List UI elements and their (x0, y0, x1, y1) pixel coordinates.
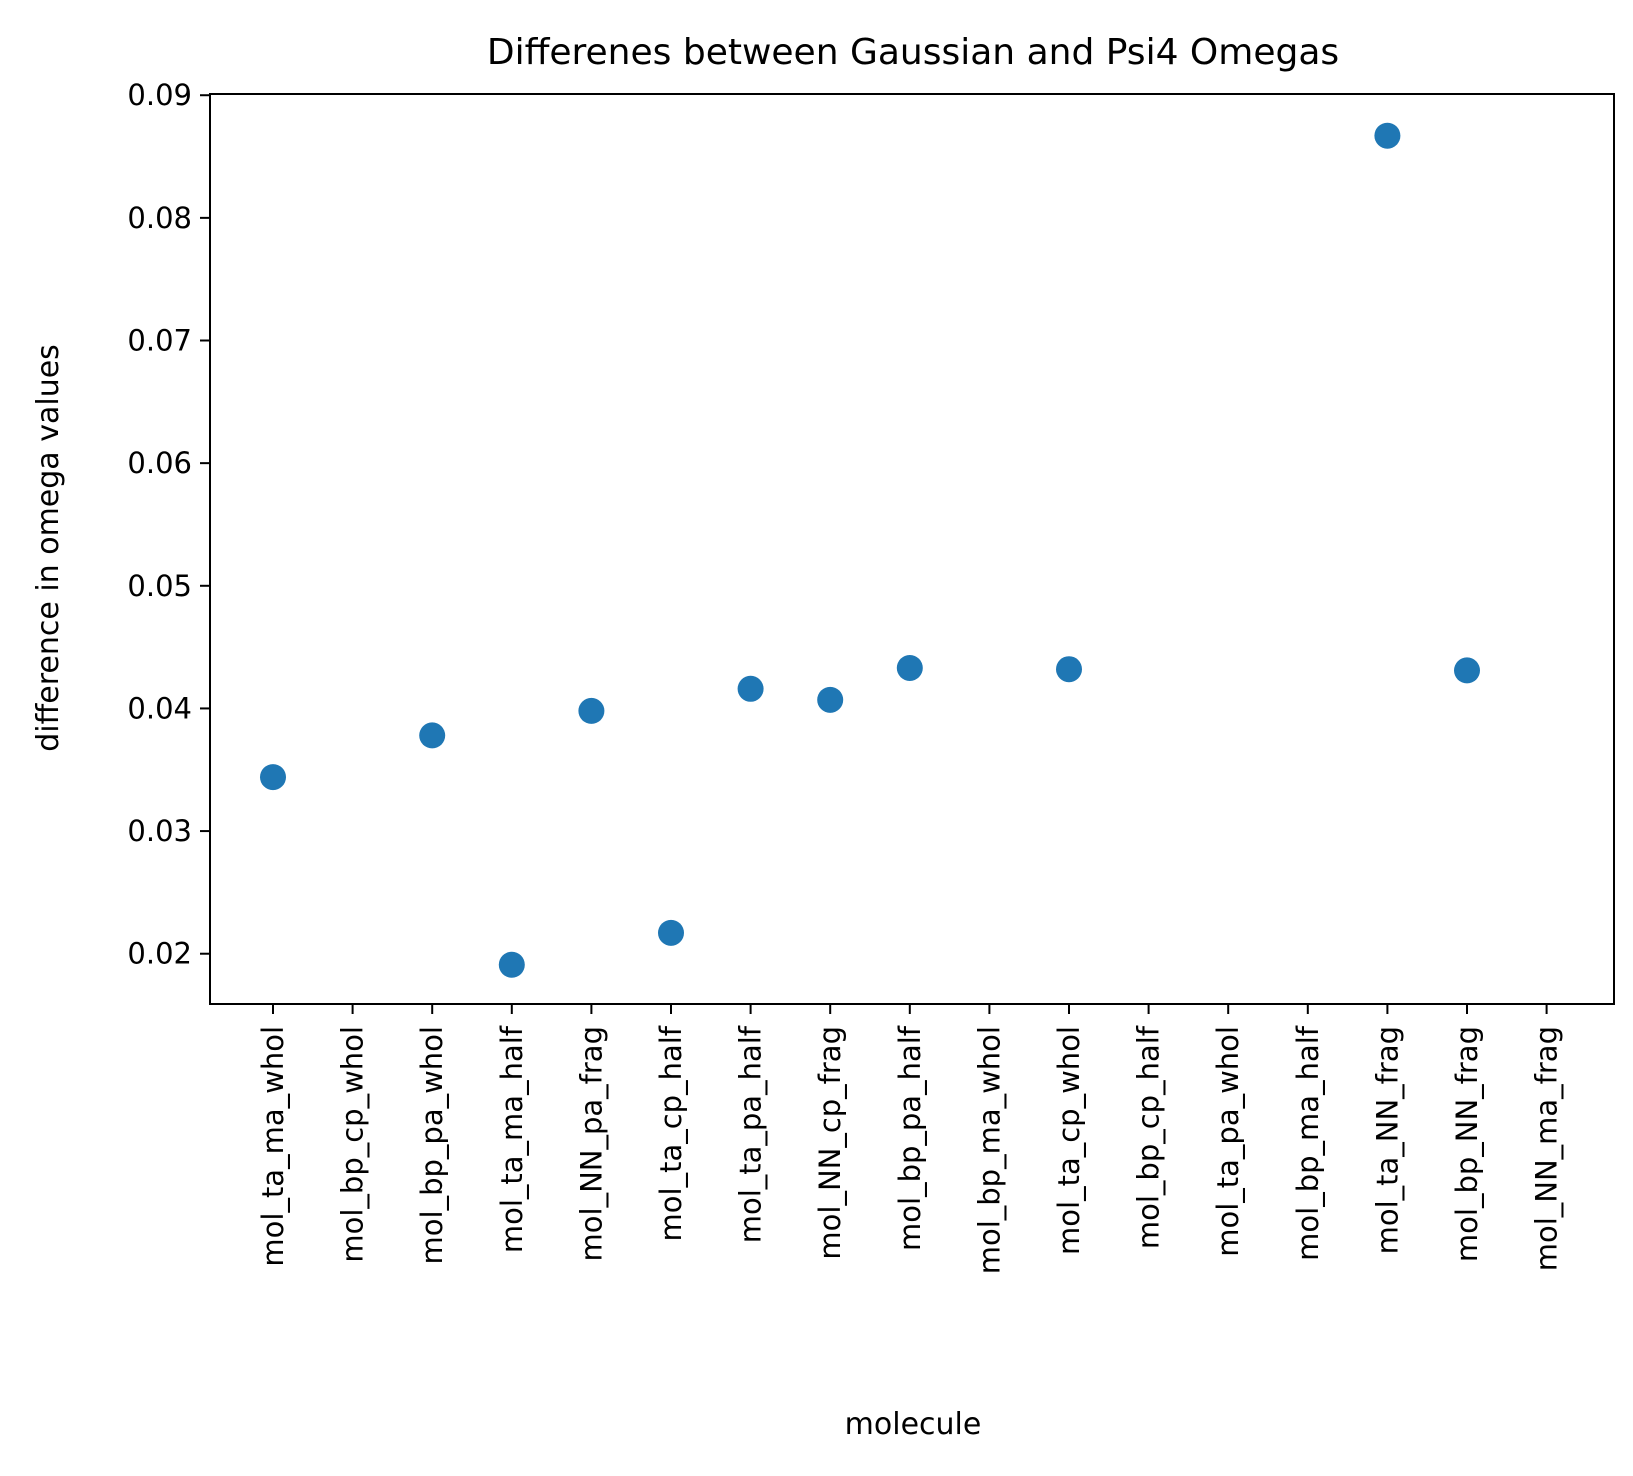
data-point (658, 919, 684, 946)
data-point (817, 686, 844, 713)
x-tick-label: mol_ta_NN_frag (1370, 1026, 1404, 1254)
axes-frame (209, 93, 1615, 1005)
x-tick-label: mol_bp_ma_half (1291, 1025, 1325, 1261)
data-point (260, 764, 286, 791)
y-tick-label: 0.06 (127, 446, 192, 480)
y-tick-label: 0.08 (127, 201, 192, 235)
y-tick-label: 0.07 (127, 324, 192, 358)
data-point (498, 951, 525, 978)
x-tick-label: mol_ta_ma_half (495, 1025, 529, 1253)
x-tick-label: mol_NN_ma_frag (1530, 1026, 1564, 1271)
x-tick-label: mol_ta_ma_whol (256, 1026, 290, 1267)
data-point (578, 697, 605, 724)
data-point (1056, 656, 1082, 683)
x-tick-label: mol_bp_NN_frag (1450, 1026, 1484, 1262)
y-tick-label: 0.03 (127, 814, 192, 848)
x-tick-label: mol_bp_cp_half (1132, 1025, 1166, 1249)
x-tick-label: mol_ta_pa_half (734, 1025, 768, 1243)
x-tick-label: mol_NN_cp_frag (813, 1026, 847, 1260)
data-point (737, 675, 764, 702)
x-axis-label: molecule (845, 1407, 982, 1442)
x-tick-label: mol_ta_cp_whol (1052, 1026, 1086, 1255)
x-tick-label: mol_ta_pa_whol (1211, 1026, 1245, 1257)
y-tick-label: 0.04 (127, 691, 192, 725)
y-tick-label: 0.05 (127, 569, 192, 603)
data-point (896, 654, 923, 681)
data-point (1454, 657, 1480, 684)
x-tick-label: mol_NN_pa_frag (574, 1026, 608, 1261)
x-tick-label: mol_bp_ma_whol (972, 1026, 1006, 1274)
y-axis-label: difference in omega values (31, 344, 66, 752)
x-tick-label: mol_ta_cp_half (654, 1025, 688, 1241)
y-tick-label: 0.02 (127, 937, 192, 971)
data-point (419, 722, 446, 749)
x-tick-label: mol_bp_pa_whol (415, 1026, 449, 1264)
x-tick-label: mol_bp_pa_half (893, 1025, 927, 1251)
plot-area: 0.02 0.03 0.04 0.05 0.06 0.07 0.08 0.09 mol_ta_m… (127, 78, 1615, 1274)
y-tick-label: 0.09 (127, 78, 192, 112)
x-tick-label: mol_bp_cp_whol (336, 1026, 370, 1263)
data-point (1374, 122, 1401, 149)
chart-title: Differenes between Gaussian and Psi4 Ome… (487, 32, 1339, 73)
